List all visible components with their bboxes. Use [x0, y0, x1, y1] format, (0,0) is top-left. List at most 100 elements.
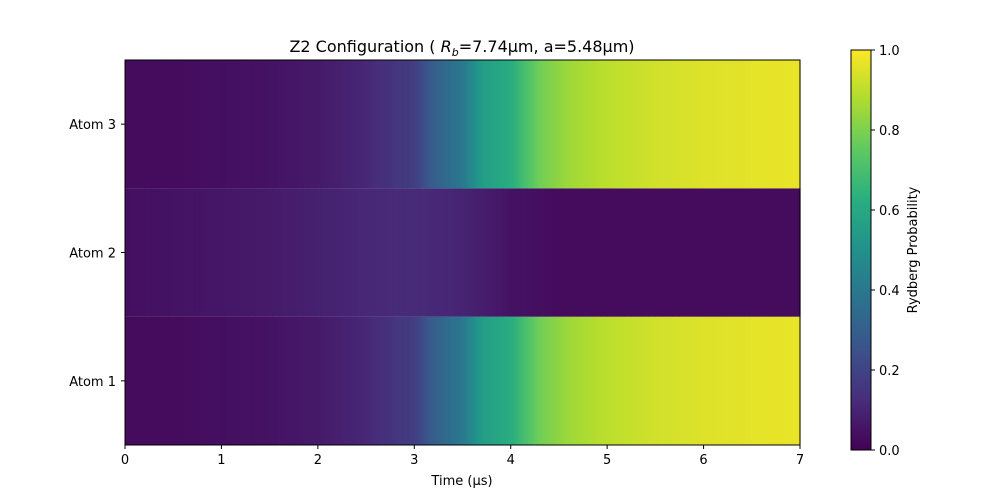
heatmap-cell: [402, 188, 406, 317]
heatmap-cell: [431, 60, 435, 189]
heatmap-cell: [370, 188, 374, 317]
heatmap-cell: [276, 60, 280, 189]
heatmap-cell: [368, 60, 372, 189]
y-tick-label: Atom 1: [69, 375, 116, 390]
heatmap-cell: [544, 188, 548, 317]
heatmap-cell: [568, 60, 572, 189]
heatmap-cell: [754, 60, 758, 189]
colorbar-tick-label: 0.0: [879, 444, 900, 459]
heatmap-cell: [409, 316, 413, 445]
heatmap-cell: [257, 188, 261, 317]
heatmap-cell: [392, 316, 396, 445]
heatmap-cell: [327, 188, 331, 317]
heatmap-cell: [698, 60, 702, 189]
heatmap-cell: [332, 188, 336, 317]
heatmap-cell: [491, 188, 495, 317]
heatmap-cell: [611, 188, 615, 317]
chart-title-prefix: Z2 Configuration (: [289, 37, 440, 56]
heatmap-cell: [211, 188, 215, 317]
heatmap-cell: [322, 60, 326, 189]
heatmap-cell: [474, 188, 478, 317]
heatmap-cell: [677, 188, 681, 317]
heatmap-cell: [643, 316, 647, 445]
heatmap-cell: [621, 316, 625, 445]
heatmap-cell: [785, 60, 789, 189]
heatmap-cell: [619, 316, 623, 445]
heatmap-cell: [346, 188, 350, 317]
heatmap-cell: [291, 188, 295, 317]
heatmap-cell: [640, 316, 644, 445]
heatmap-cell: [455, 316, 459, 445]
heatmap-cell: [272, 60, 276, 189]
heatmap-cell: [337, 60, 341, 189]
heatmap-cell: [585, 188, 589, 317]
heatmap-cell: [645, 188, 649, 317]
heatmap-cell: [578, 60, 582, 189]
heatmap-cell: [395, 60, 399, 189]
heatmap-cell: [546, 316, 550, 445]
heatmap-cell: [746, 60, 750, 189]
heatmap-cell: [527, 60, 531, 189]
heatmap-cell: [722, 60, 726, 189]
heatmap-cell: [397, 188, 401, 317]
heatmap-cell: [414, 188, 418, 317]
heatmap-cell: [732, 188, 736, 317]
heatmap-cell: [679, 60, 683, 189]
heatmap-cell: [520, 316, 524, 445]
heatmap-cell: [134, 188, 138, 317]
heatmap-cell: [498, 60, 502, 189]
heatmap-cell: [354, 188, 358, 317]
heatmap-cell: [780, 60, 784, 189]
heatmap-cell: [785, 188, 789, 317]
heatmap-cell: [643, 60, 647, 189]
heatmap-cell: [775, 60, 779, 189]
heatmap-cell: [549, 60, 553, 189]
heatmap-cell: [771, 188, 775, 317]
colorbar: [850, 49, 872, 451]
heatmap-cell: [558, 188, 562, 317]
heatmap-cell: [313, 316, 317, 445]
heatmap-cell: [792, 60, 796, 189]
heatmap-cell: [734, 316, 738, 445]
heatmap-cell: [732, 316, 736, 445]
heatmap-cell: [616, 316, 620, 445]
heatmap-cell: [756, 316, 760, 445]
heatmap-cell: [428, 60, 432, 189]
heatmap-cell: [684, 316, 688, 445]
heatmap-cell: [657, 60, 661, 189]
heatmap-cell: [778, 188, 782, 317]
heatmap-cell: [573, 188, 577, 317]
heatmap-cell: [797, 60, 801, 189]
heatmap-cell: [264, 60, 268, 189]
heatmap-cell: [264, 316, 268, 445]
heatmap-cell: [633, 60, 637, 189]
heatmap-cell: [498, 316, 502, 445]
heatmap-cell: [178, 60, 182, 189]
heatmap-cell: [228, 60, 232, 189]
heatmap-cell: [698, 188, 702, 317]
heatmap-cell: [419, 188, 423, 317]
heatmap-cell: [414, 316, 418, 445]
heatmap-cell: [696, 188, 700, 317]
heatmap-cell: [672, 60, 676, 189]
heatmap-cell: [247, 188, 251, 317]
heatmap-cell: [317, 188, 321, 317]
heatmap-cell: [599, 316, 603, 445]
heatmap-cell: [151, 188, 155, 317]
heatmap-cell: [440, 188, 444, 317]
heatmap-cell: [149, 188, 153, 317]
heatmap-cell: [192, 60, 196, 189]
heatmap-cell: [710, 316, 714, 445]
heatmap-cell: [599, 188, 603, 317]
heatmap-cell: [168, 316, 172, 445]
heatmap-cell: [233, 188, 237, 317]
heatmap-cell: [710, 60, 714, 189]
heatmap-cell: [190, 316, 194, 445]
heatmap-cell: [129, 188, 133, 317]
heatmap-cell: [325, 316, 329, 445]
heatmap-cell: [701, 188, 705, 317]
heatmap-cell: [274, 188, 278, 317]
heatmap-cell: [264, 188, 268, 317]
x-tick-label: 3: [410, 453, 418, 468]
heatmap-cell: [228, 188, 232, 317]
